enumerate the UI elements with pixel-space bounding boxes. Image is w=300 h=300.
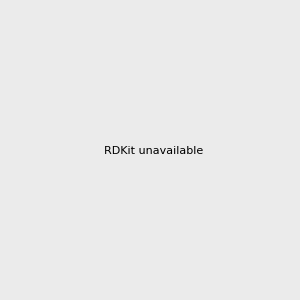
Text: RDKit unavailable: RDKit unavailable [104,146,203,157]
